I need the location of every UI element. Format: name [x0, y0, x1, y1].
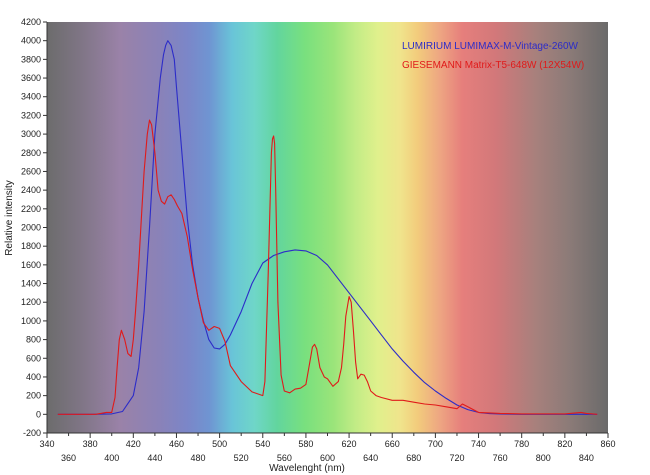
y-tick-label: 2800 — [21, 148, 41, 158]
x-tick-label: 620 — [342, 439, 357, 449]
y-tick-label: 1800 — [21, 241, 41, 251]
ticks-layer: -200 0 200 400 600 800 1000 1200 1400 1600 1800 200… — [21, 17, 616, 463]
y-tick-label: 1000 — [21, 316, 41, 326]
x-tick-label-secondary: 480 — [191, 453, 206, 463]
y-tick-label: 600 — [26, 353, 41, 363]
y-tick-label: 400 — [26, 372, 41, 382]
y-tick-label: 2400 — [21, 185, 41, 195]
x-tick-label-secondary: 800 — [536, 453, 551, 463]
y-tick-label: 2000 — [21, 223, 41, 233]
y-tick-label: 1200 — [21, 297, 41, 307]
x-tick-label: 380 — [83, 439, 98, 449]
x-tick-label: 420 — [126, 439, 141, 449]
x-tick-label-secondary: 360 — [61, 453, 76, 463]
x-tick-label-secondary: 600 — [320, 453, 335, 463]
y-tick-label: 800 — [26, 335, 41, 345]
x-tick-label-secondary: 840 — [579, 453, 594, 463]
x-axis-title: Wavelenght (nm) — [269, 463, 345, 474]
x-tick-label: 540 — [255, 439, 270, 449]
y-tick-label: 2600 — [21, 166, 41, 176]
series-layer — [57, 40, 598, 415]
y-tick-label: 1400 — [21, 279, 41, 289]
y-tick-label: 4200 — [21, 17, 41, 27]
x-tick-label-secondary: 440 — [147, 453, 162, 463]
y-tick-label: -200 — [23, 428, 41, 438]
x-tick-label-secondary: 520 — [234, 453, 249, 463]
x-tick-label: 460 — [169, 439, 184, 449]
x-tick-label-secondary: 400 — [104, 453, 119, 463]
x-tick-label: 580 — [298, 439, 313, 449]
y-tick-label: 3600 — [21, 73, 41, 83]
x-tick-label-secondary: 640 — [363, 453, 378, 463]
spectrum-background — [47, 22, 608, 433]
series-line-lumirium — [57, 40, 598, 415]
x-tick-label-secondary: 560 — [277, 453, 292, 463]
x-tick-label: 740 — [471, 439, 486, 449]
y-axis-title: Relative intensity — [4, 180, 15, 256]
x-tick-label: 700 — [428, 439, 443, 449]
legend: LUMIRIUM LUMIMAX-M-Vintage-260W GIESEMAN… — [402, 41, 584, 71]
x-tick-label-secondary: 720 — [449, 453, 464, 463]
x-tick-label: 820 — [557, 439, 572, 449]
x-tick-label-secondary: 680 — [406, 453, 421, 463]
x-tick-label: 780 — [514, 439, 529, 449]
y-tick-label: 3800 — [21, 54, 41, 64]
series-line-giesemann — [57, 119, 598, 415]
x-tick-label: 860 — [600, 439, 615, 449]
y-tick-label: 200 — [26, 391, 41, 401]
y-tick-label: 1600 — [21, 260, 41, 270]
x-tick-label: 340 — [39, 439, 54, 449]
y-tick-label: 3200 — [21, 110, 41, 120]
y-tick-label: 2200 — [21, 204, 41, 214]
x-tick-label-secondary: 760 — [493, 453, 508, 463]
x-tick-label: 500 — [212, 439, 227, 449]
y-tick-label: 4000 — [21, 36, 41, 46]
y-tick-label: 0 — [36, 409, 41, 419]
y-tick-label: 3000 — [21, 129, 41, 139]
x-tick-label: 660 — [385, 439, 400, 449]
legend-entry-giesemann: GIESEMANN Matrix-T5-648W (12X54W) — [402, 60, 584, 71]
y-tick-label: 3400 — [21, 92, 41, 102]
legend-entry-lumirium: LUMIRIUM LUMIMAX-M-Vintage-260W — [402, 41, 579, 52]
